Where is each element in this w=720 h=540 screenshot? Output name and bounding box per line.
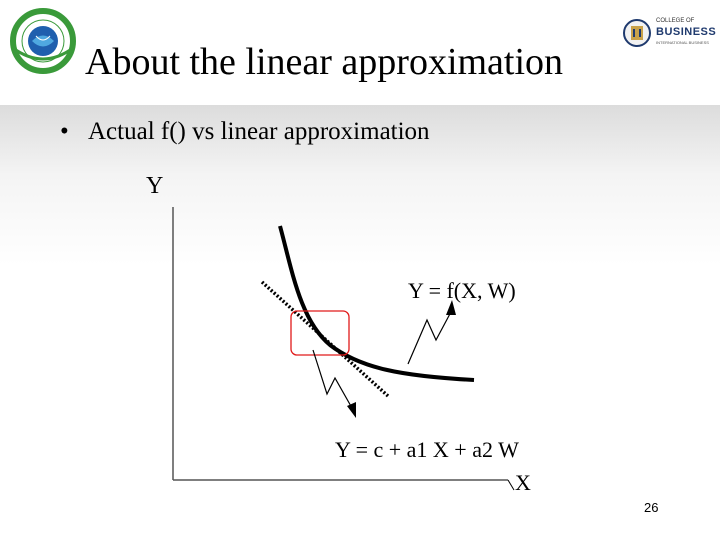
title-band	[0, 0, 720, 105]
linear-equation-label: Y = c + a1 X + a2 W	[335, 437, 519, 462]
y-axis-label: Y	[146, 173, 164, 199]
right-logo-sub-text: INTERNATIONAL BUSINESS	[656, 40, 709, 45]
right-logo-main-text: BUSINESS	[656, 26, 717, 38]
bullet-item: • Actual f() vs linear approximation	[60, 118, 430, 146]
page-number: 26	[644, 500, 659, 515]
right-logo: COLLEGE OF BUSINESS INTERNATIONAL BUSINE…	[622, 14, 716, 54]
left-logo	[10, 8, 76, 74]
slide-title: About the linear approximation	[85, 41, 564, 83]
curve-label: Y = f(X, W)	[408, 278, 516, 303]
linear-label-arrow	[312, 349, 356, 418]
bullet-icon: •	[60, 118, 69, 145]
content-area	[0, 105, 720, 540]
x-axis-label: X	[515, 470, 531, 495]
bullet-text: Actual f() vs linear approximation	[88, 118, 430, 145]
curve-label-arrow	[407, 300, 456, 365]
x-axis-end-tick	[507, 479, 515, 491]
right-logo-top-text: COLLEGE OF	[656, 18, 695, 24]
tangency-highlight-box	[290, 310, 350, 356]
linear-approximation-line	[260, 280, 390, 398]
